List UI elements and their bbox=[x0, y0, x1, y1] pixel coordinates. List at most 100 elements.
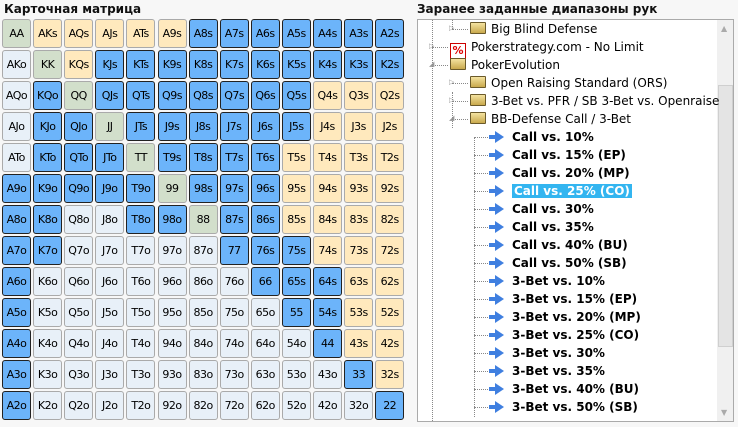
hand-cell-A5s[interactable]: A5s bbox=[281, 19, 311, 48]
hand-cell-Q3o[interactable]: Q3o bbox=[64, 360, 94, 389]
tree-item[interactable]: Call vs. 30% bbox=[489, 200, 594, 218]
tree-item[interactable]: Call vs. 40% (BU) bbox=[489, 236, 628, 254]
hand-cell-QTo[interactable]: QTo bbox=[64, 143, 94, 172]
hand-cell-T6s[interactable]: T6s bbox=[250, 143, 280, 172]
tree-scrollbar[interactable]: ▲ ▼ bbox=[717, 20, 733, 421]
tree-item[interactable]: 3-Bet vs. 30% bbox=[489, 344, 605, 362]
hand-cell-T8s[interactable]: T8s bbox=[188, 143, 218, 172]
expand-icon[interactable]: ▷ bbox=[449, 96, 455, 104]
tree-item[interactable]: 3-Bet vs. 10% bbox=[489, 272, 605, 290]
hand-cell-A9o[interactable]: A9o bbox=[2, 174, 31, 203]
hand-cell-82o[interactable]: 82o bbox=[188, 391, 218, 420]
hand-cell-T5o[interactable]: T5o bbox=[126, 298, 156, 327]
hand-cell-AKo[interactable]: AKo bbox=[2, 50, 31, 79]
hand-cell-Q6s[interactable]: Q6s bbox=[250, 81, 280, 110]
hand-cell-96o[interactable]: 96o bbox=[157, 267, 187, 296]
hand-cell-JTs[interactable]: JTs bbox=[126, 112, 156, 141]
hand-cell-T6o[interactable]: T6o bbox=[126, 267, 156, 296]
hand-cell-T2s[interactable]: T2s bbox=[375, 143, 405, 172]
hand-cell-85o[interactable]: 85o bbox=[188, 298, 218, 327]
collapse-icon[interactable]: ◢ bbox=[449, 114, 455, 122]
scroll-down-icon[interactable]: ▼ bbox=[721, 408, 728, 417]
hand-cell-95s[interactable]: 95s bbox=[281, 174, 311, 203]
hand-cell-93s[interactable]: 93s bbox=[344, 174, 374, 203]
hand-cell-J4s[interactable]: J4s bbox=[313, 112, 342, 141]
hand-cell-K4s[interactable]: K4s bbox=[313, 50, 342, 79]
hand-cell-KTs[interactable]: KTs bbox=[126, 50, 156, 79]
tree-item[interactable]: Call vs. 50% (SB) bbox=[489, 254, 627, 272]
tree-item[interactable]: Call vs. 25% (CO) bbox=[489, 182, 632, 200]
hand-cell-J3o[interactable]: J3o bbox=[95, 360, 125, 389]
hand-cell-K9s[interactable]: K9s bbox=[157, 50, 187, 79]
hand-cell-J7o[interactable]: J7o bbox=[95, 236, 125, 265]
hand-cell-A7o[interactable]: A7o bbox=[2, 236, 31, 265]
hand-cell-72s[interactable]: 72s bbox=[375, 236, 405, 265]
hand-cell-AQs[interactable]: AQs bbox=[64, 19, 94, 48]
hand-cell-QQ[interactable]: QQ bbox=[64, 81, 94, 110]
hand-cell-Q7s[interactable]: Q7s bbox=[219, 81, 249, 110]
scroll-up-icon[interactable]: ▲ bbox=[721, 24, 728, 33]
hand-cell-72o[interactable]: 72o bbox=[219, 391, 249, 420]
hand-cell-Q8s[interactable]: Q8s bbox=[188, 81, 218, 110]
hand-cell-95o[interactable]: 95o bbox=[157, 298, 187, 327]
hand-cell-73s[interactable]: 73s bbox=[344, 236, 374, 265]
hand-cell-T4s[interactable]: T4s bbox=[313, 143, 342, 172]
hand-cell-KTo[interactable]: KTo bbox=[33, 143, 63, 172]
hand-cell-Q4s[interactable]: Q4s bbox=[313, 81, 342, 110]
hand-cell-62s[interactable]: 62s bbox=[375, 267, 405, 296]
hand-cell-T2o[interactable]: T2o bbox=[126, 391, 156, 420]
hand-cell-84o[interactable]: 84o bbox=[188, 329, 218, 358]
hand-cell-84s[interactable]: 84s bbox=[313, 205, 342, 234]
hand-cell-Q7o[interactable]: Q7o bbox=[64, 236, 94, 265]
hand-cell-A2s[interactable]: A2s bbox=[375, 19, 405, 48]
expand-icon[interactable]: ▷ bbox=[429, 42, 435, 50]
hand-cell-KJs[interactable]: KJs bbox=[95, 50, 125, 79]
tree-item[interactable]: 3-Bet vs. PFR / SB 3-Bet vs. Openraise bbox=[470, 92, 719, 110]
hand-cell-A9s[interactable]: A9s bbox=[157, 19, 187, 48]
hand-cell-ATo[interactable]: ATo bbox=[2, 143, 31, 172]
hand-cell-JTo[interactable]: JTo bbox=[95, 143, 125, 172]
hand-cell-Q8o[interactable]: Q8o bbox=[64, 205, 94, 234]
hand-cell-K2o[interactable]: K2o bbox=[33, 391, 63, 420]
hand-cell-Q6o[interactable]: Q6o bbox=[64, 267, 94, 296]
tree-item[interactable]: 3-Bet vs. 35% bbox=[489, 362, 605, 380]
hand-cell-83o[interactable]: 83o bbox=[188, 360, 218, 389]
hand-cell-J9s[interactable]: J9s bbox=[157, 112, 187, 141]
hand-cell-KQo[interactable]: KQo bbox=[33, 81, 63, 110]
tree-item[interactable]: % Pokerstrategy.com - No Limit bbox=[450, 38, 644, 59]
hand-cell-83s[interactable]: 83s bbox=[344, 205, 374, 234]
hand-cell-Q2s[interactable]: Q2s bbox=[375, 81, 405, 110]
hand-cell-93o[interactable]: 93o bbox=[157, 360, 187, 389]
hand-cell-AKs[interactable]: AKs bbox=[33, 19, 63, 48]
hand-cell-QJs[interactable]: QJs bbox=[95, 81, 125, 110]
hand-cell-53o[interactable]: 53o bbox=[281, 360, 311, 389]
tree-item[interactable]: Call vs. 35% bbox=[489, 218, 594, 236]
hand-cell-J8o[interactable]: J8o bbox=[95, 205, 125, 234]
hand-cell-J8s[interactable]: J8s bbox=[188, 112, 218, 141]
hand-cell-KQs[interactable]: KQs bbox=[64, 50, 94, 79]
hand-cell-K9o[interactable]: K9o bbox=[33, 174, 63, 203]
hand-cell-44[interactable]: 44 bbox=[313, 329, 342, 358]
hand-cell-A6s[interactable]: A6s bbox=[250, 19, 280, 48]
hand-cell-K8o[interactable]: K8o bbox=[33, 205, 63, 234]
hand-cell-T3o[interactable]: T3o bbox=[126, 360, 156, 389]
hand-cell-63s[interactable]: 63s bbox=[344, 267, 374, 296]
hand-cell-98o[interactable]: 98o bbox=[157, 205, 187, 234]
hand-cell-J9o[interactable]: J9o bbox=[95, 174, 125, 203]
hand-cell-77[interactable]: 77 bbox=[219, 236, 249, 265]
hand-cell-K3o[interactable]: K3o bbox=[33, 360, 63, 389]
hand-cell-QTs[interactable]: QTs bbox=[126, 81, 156, 110]
hand-cell-ATs[interactable]: ATs bbox=[126, 19, 156, 48]
tree-item[interactable]: 3-Bet vs. 40% (BU) bbox=[489, 380, 639, 398]
hand-cell-65o[interactable]: 65o bbox=[250, 298, 280, 327]
hand-cell-94s[interactable]: 94s bbox=[313, 174, 342, 203]
hand-cell-T4o[interactable]: T4o bbox=[126, 329, 156, 358]
tree-item[interactable]: 3-Bet vs. 20% (MP) bbox=[489, 308, 641, 326]
hand-cell-65s[interactable]: 65s bbox=[281, 267, 311, 296]
hand-cell-K8s[interactable]: K8s bbox=[188, 50, 218, 79]
hand-cell-Q4o[interactable]: Q4o bbox=[64, 329, 94, 358]
hand-cell-76o[interactable]: 76o bbox=[219, 267, 249, 296]
hand-cell-52o[interactable]: 52o bbox=[281, 391, 311, 420]
hand-cell-K5s[interactable]: K5s bbox=[281, 50, 311, 79]
hand-cell-KJo[interactable]: KJo bbox=[33, 112, 63, 141]
